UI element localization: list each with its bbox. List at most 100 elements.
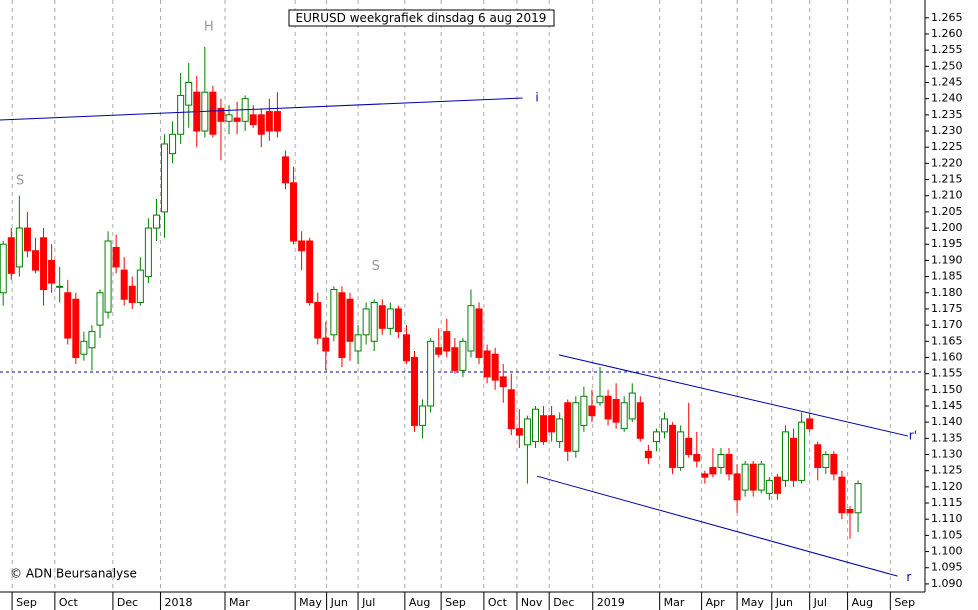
candle-body — [402, 334, 410, 362]
candle-body — [451, 347, 459, 371]
chart-title: EURUSD weekgrafiek dinsdag 6 aug 2019 — [296, 11, 547, 25]
y-tick-label: 1.090 — [931, 577, 963, 590]
x-tick-label: 2019 — [597, 596, 625, 609]
y-tick-label: 1.095 — [931, 561, 963, 574]
candle-body — [652, 431, 660, 443]
candle-body — [265, 111, 273, 132]
candle-body — [781, 431, 789, 481]
candle-body — [467, 305, 475, 352]
candle-body — [548, 415, 556, 433]
y-tick-label: 1.220 — [931, 156, 963, 169]
candle-body — [701, 473, 709, 478]
x-tick-label: Aug — [852, 596, 873, 609]
candle-body — [830, 454, 838, 475]
candle-body — [733, 473, 741, 501]
candle-body — [314, 301, 322, 339]
y-tick-label: 1.175 — [931, 302, 963, 315]
trend-line — [558, 354, 909, 437]
candle-body — [120, 269, 128, 300]
candle-body — [507, 389, 515, 430]
x-tick-label: Jul — [813, 596, 827, 609]
annotation: r — [906, 570, 911, 584]
annotation: S — [372, 259, 380, 274]
y-tick-label: 1.160 — [931, 350, 963, 363]
candle-body — [330, 289, 338, 336]
candle-body — [483, 350, 491, 378]
x-tick-label: Mar — [664, 596, 685, 609]
y-tick-label: 1.240 — [931, 92, 963, 105]
candle-body — [64, 292, 72, 339]
candle-body — [814, 444, 822, 468]
y-tick-label: 1.250 — [931, 59, 963, 72]
candle-body — [273, 111, 281, 132]
candle-body — [491, 353, 499, 381]
candle-body — [144, 227, 152, 278]
candle-body — [443, 331, 451, 352]
y-tick-label: 1.170 — [931, 318, 963, 331]
y-tick-label: 1.215 — [931, 173, 963, 186]
x-tick-label: Jun — [330, 596, 348, 609]
y-tick-label: 1.185 — [931, 270, 963, 283]
x-tick-label: Sep — [894, 596, 915, 609]
y-tick-label: 1.245 — [931, 75, 963, 88]
candle-body — [7, 237, 15, 274]
x-tick-label: Jun — [775, 596, 793, 609]
y-tick-label: 1.125 — [931, 464, 963, 477]
candle-body — [741, 463, 749, 491]
candle-body — [411, 356, 419, 426]
candle-body — [80, 340, 88, 355]
y-tick-label: 1.135 — [931, 431, 963, 444]
candle-body — [48, 259, 56, 284]
candle-body — [225, 114, 233, 122]
y-tick-label: 1.255 — [931, 43, 963, 56]
candle-body — [773, 476, 781, 494]
candle-body — [588, 405, 596, 417]
x-tick-label: Aug — [409, 596, 430, 609]
candle-body — [88, 331, 96, 349]
candle-body — [177, 94, 185, 135]
candle-body — [515, 428, 523, 436]
candle-body — [556, 418, 564, 443]
candle-body — [72, 298, 80, 358]
candle-body — [209, 91, 217, 135]
candle-body — [693, 454, 701, 462]
y-tick-label: 1.190 — [931, 253, 963, 266]
candle-body — [104, 240, 112, 313]
x-tick-label: Dec — [553, 596, 574, 609]
credit: © ADN Beursanalyse — [10, 567, 137, 581]
candle-body — [15, 227, 23, 268]
x-tick-label: Dec — [117, 596, 138, 609]
y-tick-label: 1.120 — [931, 480, 963, 493]
y-tick-label: 1.230 — [931, 124, 963, 137]
candle-body — [822, 454, 830, 468]
x-tick-label: 2018 — [164, 596, 192, 609]
candle-body — [290, 182, 298, 242]
y-tick-label: 1.130 — [931, 448, 963, 461]
y-tick-label: 1.100 — [931, 545, 963, 558]
candle-body — [838, 476, 846, 514]
x-tick-label: May — [299, 596, 322, 609]
candle-body — [112, 246, 120, 268]
y-tick-label: 1.145 — [931, 399, 963, 412]
candle-body — [749, 463, 757, 491]
candle-body — [459, 340, 467, 371]
candle-body — [523, 418, 531, 446]
y-tick-label: 1.195 — [931, 237, 963, 250]
annotation: r' — [909, 429, 917, 443]
candle-body — [596, 395, 604, 404]
candle-body — [281, 156, 289, 184]
candle-body — [169, 133, 177, 155]
candle-body — [644, 450, 652, 459]
candle-body — [249, 114, 257, 126]
x-tick-label: Jul — [361, 596, 375, 609]
x-tick-label: Nov — [521, 596, 543, 609]
y-tick-label: 1.265 — [931, 11, 963, 24]
candle-body — [604, 395, 612, 420]
candle-body — [765, 479, 773, 494]
candle-body — [419, 405, 427, 426]
x-tick-label: Sep — [445, 596, 466, 609]
y-tick-label: 1.155 — [931, 367, 963, 380]
candle-body — [531, 408, 539, 443]
candle-body — [709, 466, 717, 475]
